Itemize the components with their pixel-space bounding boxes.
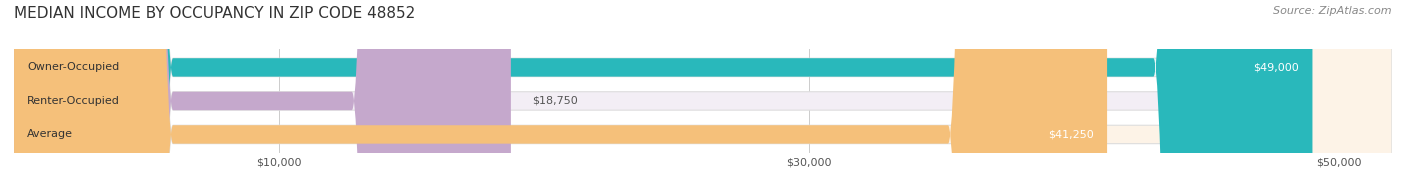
Text: Renter-Occupied: Renter-Occupied: [27, 96, 120, 106]
FancyBboxPatch shape: [14, 0, 1392, 196]
Text: Average: Average: [27, 129, 73, 139]
Text: MEDIAN INCOME BY OCCUPANCY IN ZIP CODE 48852: MEDIAN INCOME BY OCCUPANCY IN ZIP CODE 4…: [14, 6, 415, 21]
FancyBboxPatch shape: [14, 0, 1392, 196]
FancyBboxPatch shape: [14, 0, 510, 196]
Text: Owner-Occupied: Owner-Occupied: [27, 63, 120, 73]
Text: Source: ZipAtlas.com: Source: ZipAtlas.com: [1274, 6, 1392, 16]
FancyBboxPatch shape: [14, 0, 1312, 196]
Text: $41,250: $41,250: [1047, 129, 1094, 139]
Text: $18,750: $18,750: [531, 96, 578, 106]
FancyBboxPatch shape: [14, 0, 1107, 196]
FancyBboxPatch shape: [14, 0, 1392, 196]
Text: $49,000: $49,000: [1253, 63, 1299, 73]
